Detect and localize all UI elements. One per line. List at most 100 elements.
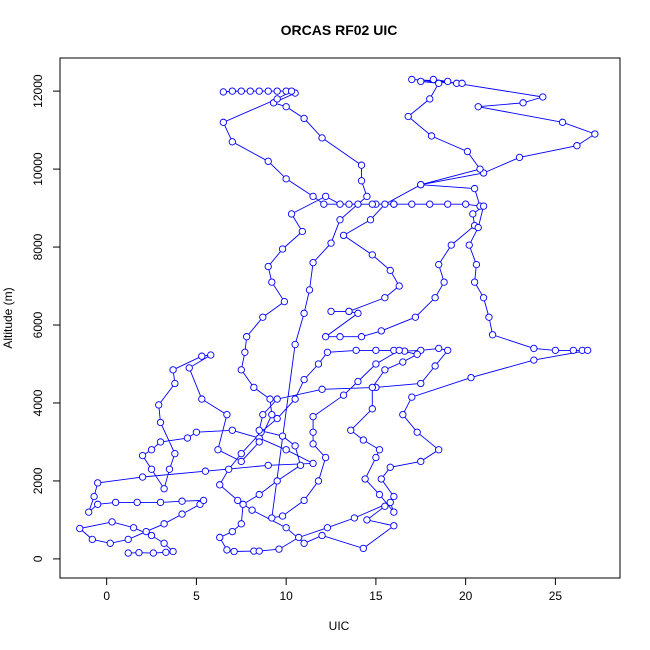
data-point — [435, 260, 443, 269]
data-point — [185, 364, 193, 372]
data-point — [426, 200, 434, 208]
data-point — [399, 358, 407, 366]
data-point — [230, 547, 238, 556]
data-point — [390, 522, 398, 530]
data-point — [239, 500, 247, 508]
data-point — [171, 450, 179, 458]
data-point — [198, 395, 206, 403]
data-point — [368, 383, 376, 392]
data-point — [106, 539, 114, 547]
data-point — [350, 514, 359, 522]
data-point — [435, 344, 443, 353]
data-point — [155, 401, 163, 409]
y-tick-label: 10000 — [31, 152, 45, 186]
data-point — [133, 498, 141, 507]
data-point — [228, 527, 236, 536]
data-point — [246, 87, 254, 95]
data-point — [169, 547, 177, 556]
data-point — [255, 490, 263, 499]
data-point — [354, 377, 362, 386]
data-point — [408, 393, 416, 401]
data-point — [223, 411, 231, 419]
data-point — [318, 531, 326, 540]
data-point — [352, 346, 360, 355]
data-point — [530, 344, 538, 353]
data-point — [377, 327, 385, 335]
y-tick-label: 6000 — [31, 311, 45, 338]
data-point — [519, 99, 527, 107]
data-point — [138, 473, 147, 481]
data-point — [278, 245, 287, 253]
data-point — [129, 524, 138, 532]
data-point — [361, 475, 369, 483]
data-point — [278, 512, 287, 520]
data-point — [386, 463, 394, 471]
data-point — [309, 428, 317, 436]
data-point — [469, 210, 477, 218]
data-point — [444, 346, 452, 355]
data-point — [431, 362, 439, 370]
data-point — [465, 241, 473, 249]
data-point — [431, 294, 439, 302]
data-point — [309, 440, 317, 448]
data-point — [142, 527, 150, 536]
data-point — [156, 418, 165, 427]
data-point — [225, 465, 233, 473]
data-point — [339, 391, 348, 399]
data-point — [250, 383, 258, 392]
data-point — [192, 428, 201, 436]
data-point — [255, 438, 263, 446]
data-point — [111, 498, 120, 507]
data-point — [411, 313, 420, 321]
data-point — [298, 227, 306, 236]
data-point — [259, 313, 267, 321]
x-tick-label: 20 — [459, 589, 473, 603]
data-point — [201, 467, 210, 475]
data-point — [162, 548, 170, 556]
data-point — [408, 75, 416, 84]
data-point — [309, 192, 317, 201]
data-point — [479, 294, 488, 302]
data-point — [327, 239, 335, 247]
data-point — [314, 360, 323, 368]
data-point — [359, 436, 367, 444]
data-point — [323, 348, 332, 356]
data-point — [214, 446, 222, 454]
data-point — [138, 451, 147, 460]
data-point — [237, 520, 245, 528]
data-point — [321, 333, 330, 341]
data-point — [237, 366, 245, 374]
data-point — [381, 294, 389, 302]
plot-frame — [59, 57, 621, 579]
data-point — [94, 500, 102, 508]
data-point — [273, 414, 281, 423]
data-point — [359, 544, 367, 553]
data-point — [291, 442, 299, 450]
data-point — [309, 258, 317, 267]
data-point — [357, 177, 366, 185]
data-point — [255, 87, 263, 95]
data-point — [287, 210, 296, 218]
data-point — [368, 251, 376, 259]
data-point — [447, 241, 455, 249]
data-point — [282, 446, 290, 454]
data-point — [470, 278, 479, 286]
data-point — [336, 216, 344, 224]
data-point — [399, 411, 407, 419]
data-point — [318, 385, 326, 393]
data-point — [386, 498, 394, 507]
data-point — [255, 547, 263, 555]
data-point — [321, 453, 330, 462]
data-point — [268, 411, 276, 419]
data-point — [336, 200, 344, 208]
data-point — [474, 103, 482, 111]
data-point — [584, 346, 592, 355]
data-point — [135, 549, 143, 557]
data-point — [223, 546, 231, 554]
data-point — [372, 360, 380, 368]
data-point — [264, 157, 272, 165]
data-point — [291, 340, 299, 349]
y-tick-label: 12000 — [31, 74, 45, 108]
data-point — [156, 438, 165, 446]
x-tick-label: 5 — [193, 589, 200, 603]
